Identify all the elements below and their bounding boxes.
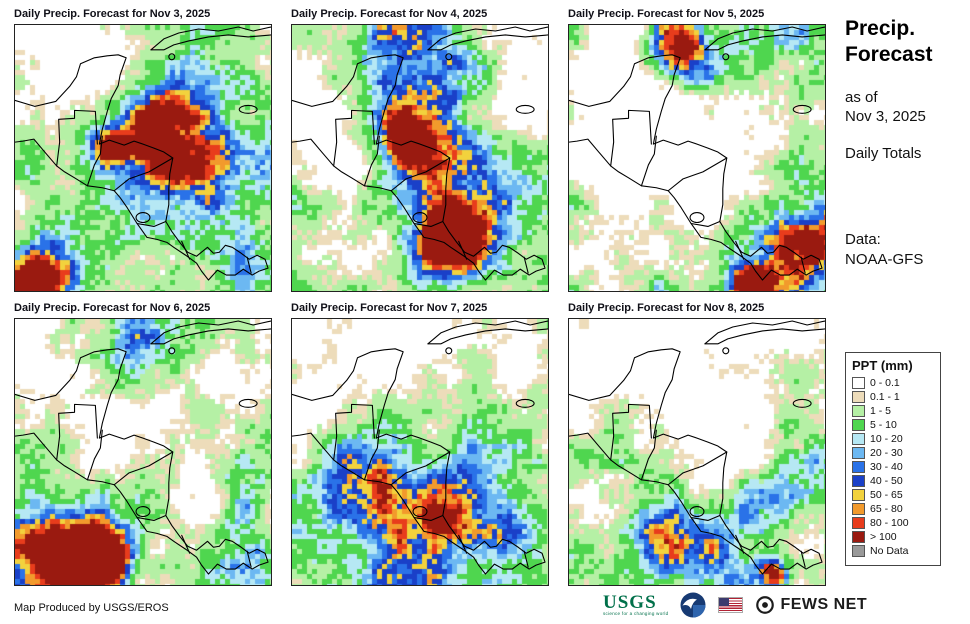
map-panel-title: Daily Precip. Forecast for Nov 8, 2025 xyxy=(568,302,765,314)
precip-map xyxy=(568,318,826,586)
legend-entry: 0 - 0.1 xyxy=(852,377,934,389)
legend-label: > 100 xyxy=(870,531,897,543)
legend-label: 0 - 0.1 xyxy=(870,377,900,389)
as-of-date: as of Nov 3, 2025 xyxy=(845,88,926,126)
legend-label: 10 - 20 xyxy=(870,433,903,445)
as-of-label: as of xyxy=(845,89,878,106)
data-source-label: Data: xyxy=(845,231,881,248)
legend-color-swatch xyxy=(852,377,865,389)
usgs-logo: USGS science for a changing world xyxy=(603,592,669,616)
legend-label: 65 - 80 xyxy=(870,503,903,515)
data-source: Data: NOAA-GFS xyxy=(845,230,923,270)
legend-color-swatch xyxy=(852,419,865,431)
legend-color-swatch xyxy=(852,461,865,473)
legend-entry: 20 - 30 xyxy=(852,447,934,459)
legend-entry: 10 - 20 xyxy=(852,433,934,445)
legend-entry: 30 - 40 xyxy=(852,461,934,473)
legend-label: 1 - 5 xyxy=(870,405,892,417)
legend-color-swatch xyxy=(852,433,865,445)
legend-entry: 5 - 10 xyxy=(852,419,934,431)
country-outlines-icon xyxy=(15,320,271,575)
country-outlines-icon xyxy=(569,320,825,575)
legend-color-swatch xyxy=(852,489,865,501)
legend-entry: No Data xyxy=(852,545,934,557)
legend-title: PPT (mm) xyxy=(852,358,913,373)
legend-entry: 65 - 80 xyxy=(852,503,934,515)
sidebar: Precip. Forecast as of Nov 3, 2025 Daily… xyxy=(845,0,965,624)
legend-color-swatch xyxy=(852,391,865,403)
page-title: Precip. Forecast xyxy=(845,16,933,68)
legend-entry: 40 - 50 xyxy=(852,475,934,487)
legend-label: 20 - 30 xyxy=(870,447,903,459)
legend-entries: 0 - 0.1 0.1 - 1 1 - 5 5 - 10 10 - 20 20 - 30 3… xyxy=(852,377,934,557)
precip-map xyxy=(291,318,549,586)
map-panel-title: Daily Precip. Forecast for Nov 3, 2025 xyxy=(14,8,211,20)
country-outlines-icon xyxy=(292,26,548,281)
legend-color-swatch xyxy=(852,503,865,515)
daily-totals-label: Daily Totals xyxy=(845,145,922,162)
page-title-line1: Precip. xyxy=(845,17,916,40)
us-flag-icon xyxy=(718,597,744,613)
fews-net-text: FEWS NET xyxy=(780,596,868,613)
legend-label: 5 - 10 xyxy=(870,419,897,431)
map-panel-title: Daily Precip. Forecast for Nov 7, 2025 xyxy=(291,302,488,314)
precip-map xyxy=(14,318,272,586)
country-outlines-icon xyxy=(292,320,548,575)
legend-label: 80 - 100 xyxy=(870,517,909,529)
legend-entry: 50 - 65 xyxy=(852,489,934,501)
legend-label: No Data xyxy=(870,545,909,557)
precip-map xyxy=(14,24,272,292)
map-panel: Daily Precip. Forecast for Nov 8, 2025 xyxy=(568,302,826,586)
map-panel-title: Daily Precip. Forecast for Nov 5, 2025 xyxy=(568,8,765,20)
page-title-line2: Forecast xyxy=(845,43,933,66)
country-outlines-icon xyxy=(15,26,271,281)
legend-color-swatch xyxy=(852,545,865,557)
map-panel: Daily Precip. Forecast for Nov 6, 2025 xyxy=(14,302,272,586)
legend-entry: 80 - 100 xyxy=(852,517,934,529)
country-outlines-icon xyxy=(569,26,825,281)
fews-net-logo: FEWS NET xyxy=(755,595,867,615)
legend-color-swatch xyxy=(852,405,865,417)
legend-color-swatch xyxy=(852,475,865,487)
usgs-tagline: science for a changing world xyxy=(603,611,669,616)
usgs-logo-text: USGS xyxy=(603,592,657,613)
data-source-value: NOAA-GFS xyxy=(845,251,924,268)
legend-entry: 1 - 5 xyxy=(852,405,934,417)
legend-label: 0.1 - 1 xyxy=(870,391,900,403)
map-panel: Daily Precip. Forecast for Nov 5, 2025 xyxy=(568,8,826,292)
legend-label: 50 - 65 xyxy=(870,489,903,501)
map-panel-title: Daily Precip. Forecast for Nov 6, 2025 xyxy=(14,302,211,314)
map-panel: Daily Precip. Forecast for Nov 3, 2025 xyxy=(14,8,272,292)
map-panel: Daily Precip. Forecast for Nov 4, 2025 xyxy=(291,8,549,292)
legend-label: 30 - 40 xyxy=(870,461,903,473)
logo-row: USGS science for a changing world FEWS N… xyxy=(603,592,867,618)
map-credit: Map Produced by USGS/EROS xyxy=(14,602,169,614)
legend-color-swatch xyxy=(852,531,865,543)
noaa-logo-icon xyxy=(680,592,706,618)
map-panel: Daily Precip. Forecast for Nov 7, 2025 xyxy=(291,302,549,586)
legend-color-swatch xyxy=(852,447,865,459)
precip-map xyxy=(568,24,826,292)
legend-entry: 0.1 - 1 xyxy=(852,391,934,403)
legend-color-swatch xyxy=(852,517,865,529)
as-of-value: Nov 3, 2025 xyxy=(845,108,926,125)
precip-map xyxy=(291,24,549,292)
map-panel-title: Daily Precip. Forecast for Nov 4, 2025 xyxy=(291,8,488,20)
fews-net-eye-icon xyxy=(756,596,775,614)
legend-entry: > 100 xyxy=(852,531,934,543)
legend: PPT (mm) 0 - 0.1 0.1 - 1 1 - 5 5 - 10 10 - 2… xyxy=(845,352,941,566)
legend-label: 40 - 50 xyxy=(870,475,903,487)
